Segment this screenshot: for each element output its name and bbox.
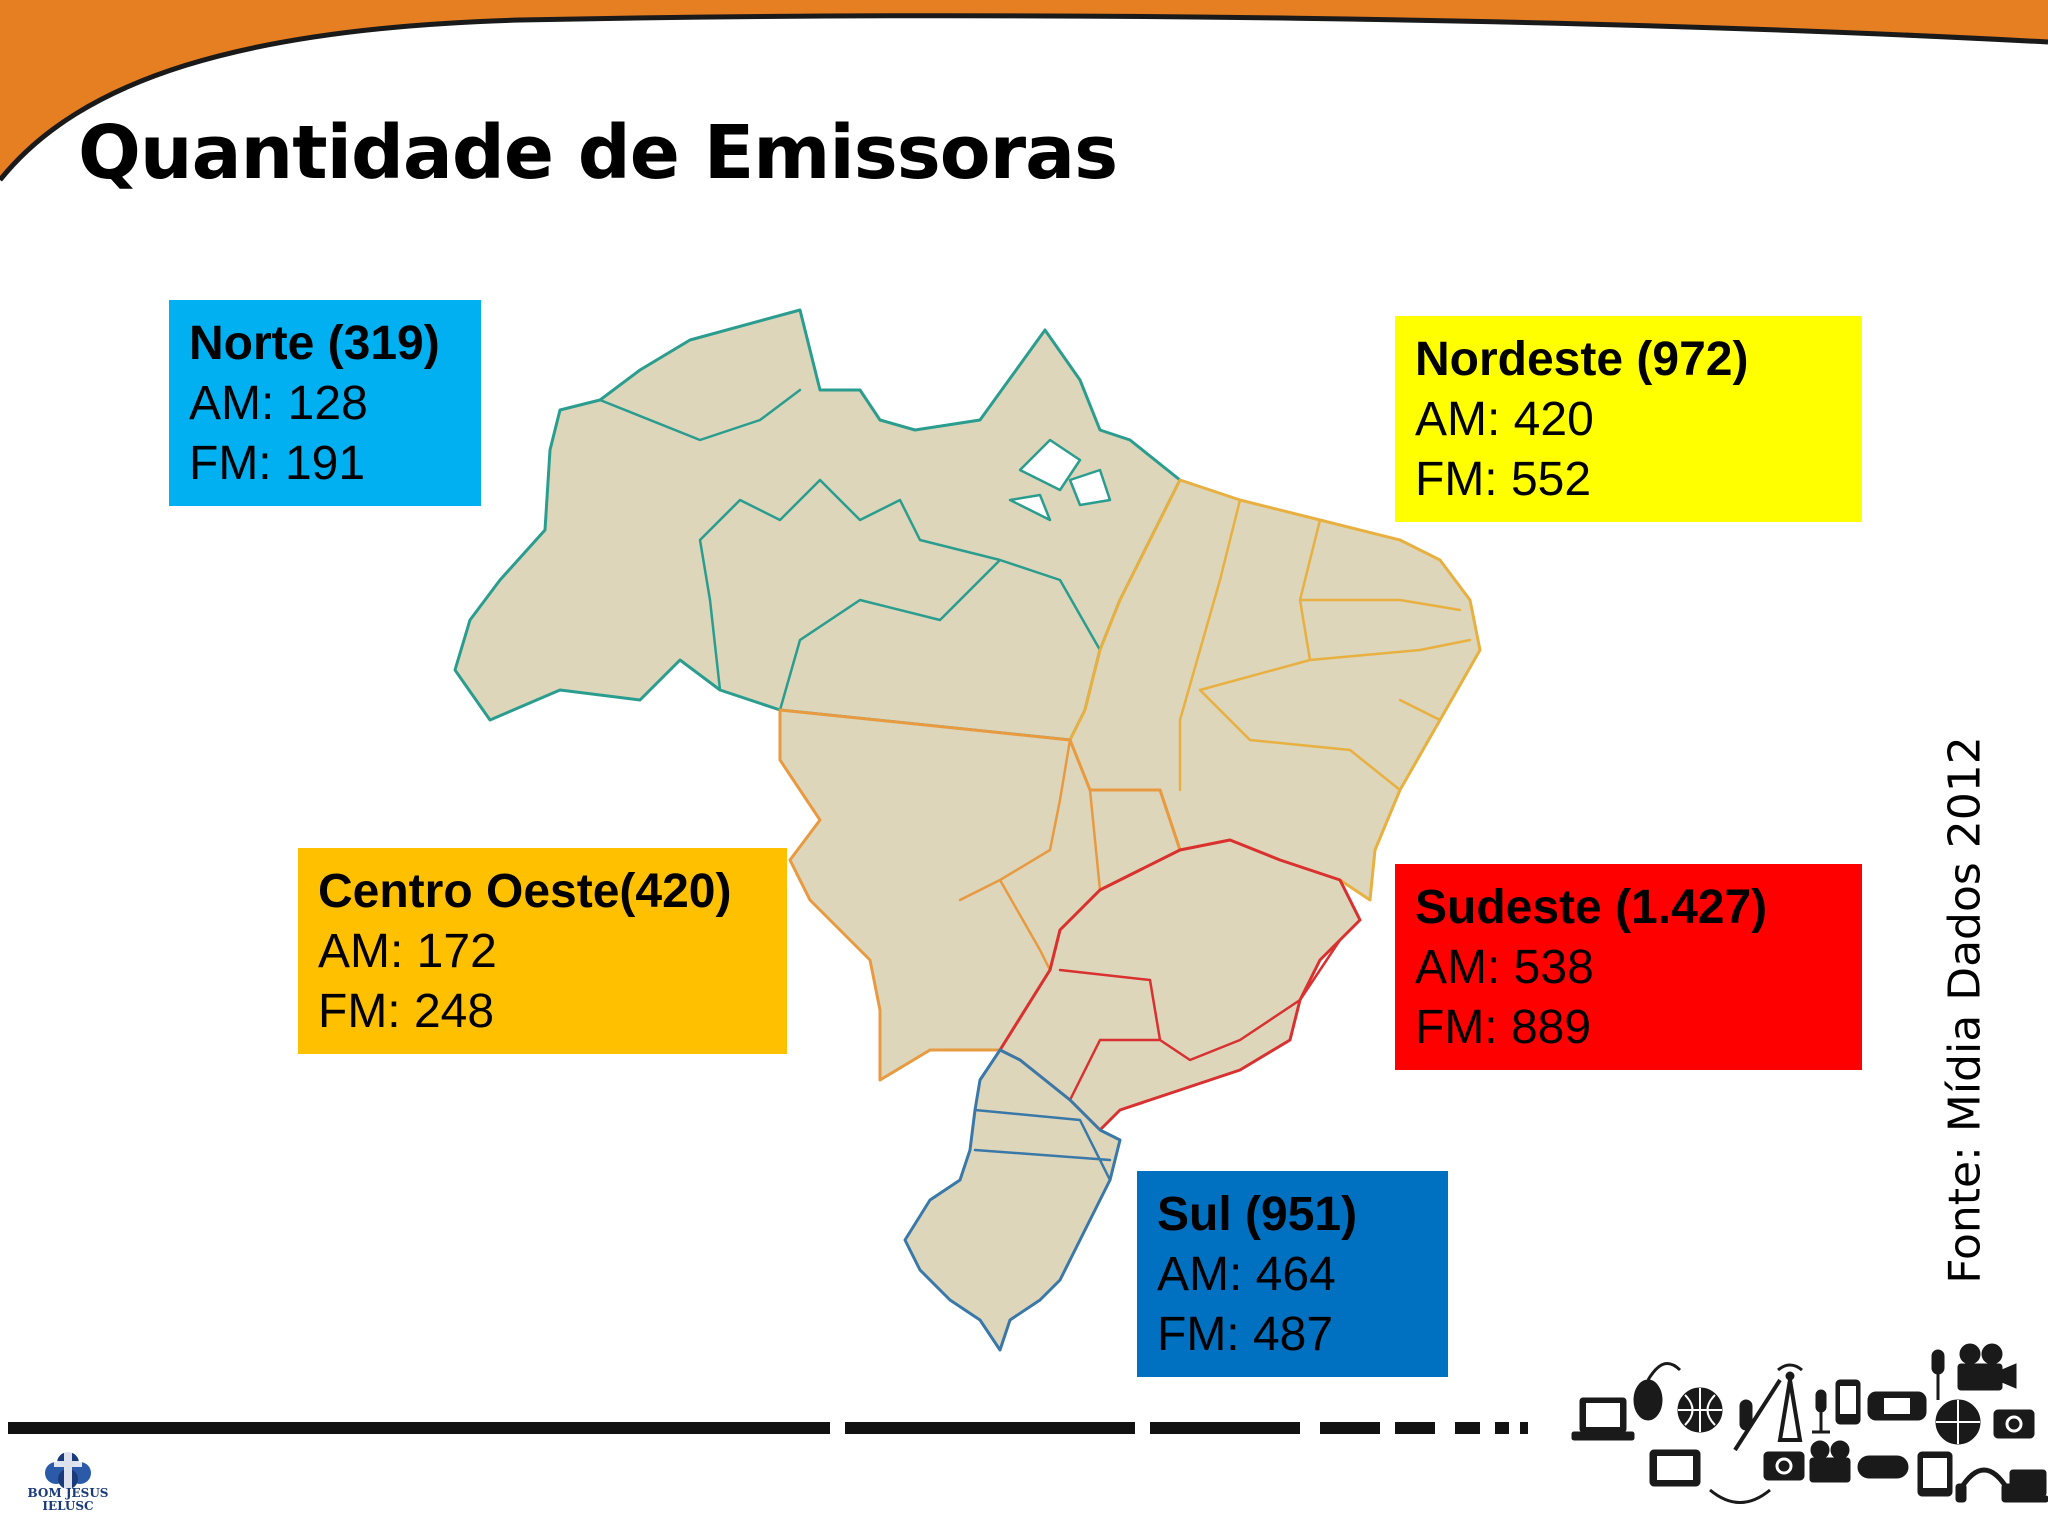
camera-icon (1993, 1409, 2035, 1439)
desk-microphone-icon (1812, 1389, 1830, 1434)
logo-line-2: IELUSC (42, 1499, 94, 1513)
header-orange-band (0, 0, 2048, 182)
slide-title: Quantidade de Emissoras (78, 110, 1118, 196)
map-region-norte (453, 308, 1182, 742)
map-region-centro-oeste (778, 708, 1182, 1082)
region-fm-count: FM: 889 (1415, 1001, 1592, 1054)
globe-icon (1935, 1399, 1981, 1445)
bom-jesus-logo-icon (45, 1451, 91, 1491)
brazil-regions-map (453, 308, 1482, 1352)
region-box-norte: Norte (319) AM: 128 FM: 191 (169, 300, 481, 506)
photo-camera-icon (1763, 1451, 1805, 1481)
region-name: Sul (951) (1157, 1188, 1358, 1241)
region-fm-count: FM: 487 (1157, 1308, 1334, 1361)
film-camera-icon (1957, 1343, 2017, 1391)
laptop-icon (2003, 1469, 2048, 1503)
region-box-centro-oeste: Centro Oeste(420) AM: 172 FM: 248 (298, 848, 787, 1054)
region-name: Nordeste (972) (1415, 333, 1749, 386)
laptop-icon (1571, 1397, 1635, 1441)
region-name: Sudeste (1.427) (1415, 881, 1768, 934)
region-am-count: AM: 128 (189, 377, 368, 430)
tablet-icon (1917, 1451, 1953, 1497)
region-box-sudeste: Sudeste (1.427) AM: 538 FM: 889 (1395, 864, 1862, 1070)
cable-icon (1709, 1488, 1771, 1504)
microphone-icon (1733, 1378, 1782, 1452)
gamepad-icon (1857, 1455, 1909, 1479)
logo-line-1: BOM JESUS (27, 1486, 109, 1500)
phone-icon (1835, 1379, 1861, 1425)
logo-text: BOM JESUS IELUSC (22, 1487, 114, 1513)
region-am-count: AM: 464 (1157, 1248, 1336, 1301)
tv-icon (1649, 1449, 1701, 1487)
media-icons-cluster (1571, 1343, 2048, 1504)
handheld-console-icon (1867, 1391, 1927, 1421)
region-am-count: AM: 420 (1415, 393, 1594, 446)
region-am-count: AM: 538 (1415, 941, 1594, 994)
mouse-icon (1633, 1361, 1682, 1421)
region-fm-count: FM: 552 (1415, 453, 1592, 506)
source-caption: Fonte: Mídia Dados 2012 (1939, 736, 1991, 1284)
region-box-nordeste: Nordeste (972) AM: 420 FM: 552 (1395, 316, 1862, 522)
region-fm-count: FM: 191 (189, 437, 366, 490)
footer-dashed-line (8, 1422, 1528, 1434)
stand-microphone-icon (1931, 1349, 1945, 1400)
map-region-sul (903, 1048, 1122, 1352)
region-fm-count: FM: 248 (318, 985, 495, 1038)
region-box-sul: Sul (951) AM: 464 FM: 487 (1137, 1171, 1448, 1377)
radio-tower-icon (1777, 1363, 1803, 1442)
projector-icon (1809, 1440, 1851, 1483)
region-name: Centro Oeste(420) (318, 865, 732, 918)
region-name: Norte (319) (189, 317, 440, 370)
region-am-count: AM: 172 (318, 925, 497, 978)
globe-icon (1677, 1387, 1723, 1433)
